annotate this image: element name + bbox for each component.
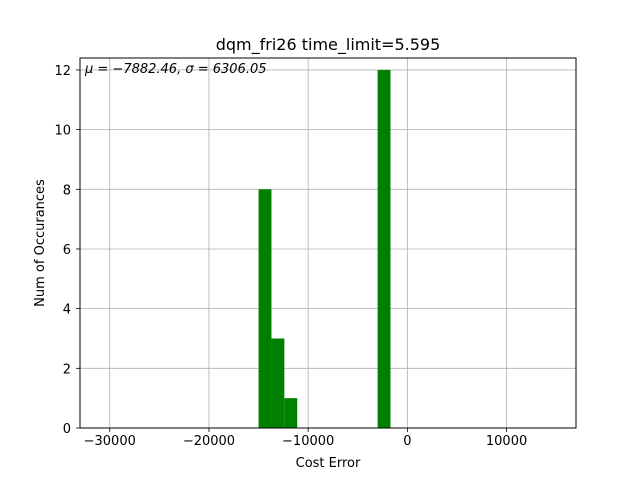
grid: [80, 58, 576, 429]
chart-title: dqm_fri26 time_limit=5.595: [216, 35, 441, 55]
histogram-bars: [258, 69, 391, 428]
x-axis-ticks: −30000 −20000 −10000 0 10000: [84, 428, 527, 449]
y-tick-label: 12: [54, 64, 71, 79]
histogram-bar: [284, 398, 298, 428]
stats-annotation: μ = −7882.46, σ = 6306.05: [84, 62, 267, 77]
y-axis-ticks: 0 2 4 6 8 10 12: [54, 64, 80, 437]
x-tick-label: −30000: [84, 434, 136, 449]
y-tick-label: 8: [63, 183, 71, 198]
y-tick-label: 6: [63, 243, 71, 258]
histogram-bar: [271, 338, 285, 428]
y-tick-label: 10: [54, 124, 71, 139]
x-tick-label: 0: [403, 434, 411, 449]
x-axis-label: Cost Error: [296, 456, 361, 471]
x-tick-label: −20000: [183, 434, 235, 449]
y-tick-label: 0: [63, 422, 71, 437]
plot-area-frame: [79, 57, 577, 429]
x-tick-label: −10000: [282, 434, 334, 449]
histogram-bar: [258, 189, 272, 428]
histogram-bar: [377, 69, 391, 428]
y-axis-label: Num of Occurances: [33, 179, 48, 307]
y-tick-label: 2: [63, 362, 71, 377]
x-tick-label: 10000: [486, 434, 527, 449]
y-tick-label: 4: [63, 303, 71, 318]
